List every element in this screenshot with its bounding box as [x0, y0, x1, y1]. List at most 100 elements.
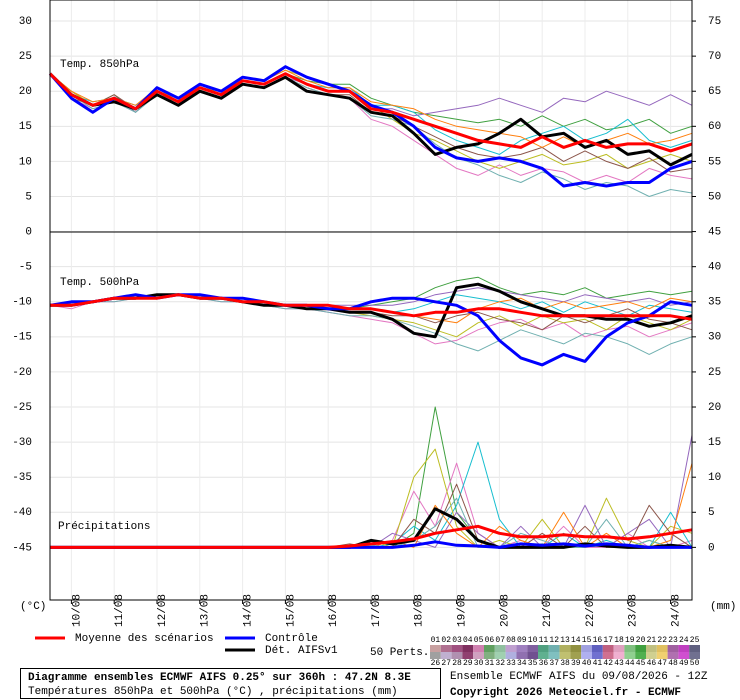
panel-label: Précipitations	[58, 521, 150, 533]
legend-label: 34	[517, 659, 527, 668]
y-tick-label: 25	[19, 51, 32, 63]
y2-tick-label: 65	[708, 86, 721, 98]
legend-swatch	[581, 645, 592, 652]
legend-label: 11	[539, 636, 549, 645]
legend-label: 14	[571, 636, 581, 645]
legend-label: 33	[506, 659, 516, 668]
legend-swatch	[656, 645, 668, 652]
legend-swatch	[602, 652, 614, 659]
legend-swatch	[462, 645, 474, 652]
x-tick-label: 24/08	[671, 594, 683, 627]
y2-tick-label: 10	[708, 472, 721, 484]
legend-swatch	[484, 645, 495, 652]
legend-label: 03	[452, 636, 462, 645]
y2-tick-label: 5	[708, 507, 715, 519]
legend-label: 42	[603, 659, 613, 668]
legend-swatch	[678, 645, 690, 652]
x-tick-label: 13/08	[200, 594, 212, 627]
x-tick-label: 16/08	[328, 594, 340, 627]
legend-swatch	[646, 645, 657, 652]
legend-swatch	[440, 652, 452, 659]
legend-swatch	[667, 645, 679, 652]
legend-swatch	[559, 645, 571, 652]
y-tick-label: 20	[19, 86, 32, 98]
legend-swatch	[646, 652, 657, 659]
y2-tick-label: 70	[708, 51, 721, 63]
y-axis-label: (°C)	[20, 601, 46, 613]
y2-axis-label: (mm)	[710, 601, 736, 613]
legend-label: 16	[593, 636, 603, 645]
legend-label: 12	[549, 636, 559, 645]
legend-swatch	[581, 652, 592, 659]
chart-subtitle: Températures 850hPa et 500hPa (°C) , pré…	[28, 686, 398, 698]
legend-label: 08	[506, 636, 516, 645]
y-tick-label: -20	[12, 367, 32, 379]
legend-swatch	[451, 652, 463, 659]
y-tick-label: 10	[19, 156, 32, 168]
y-tick-label: -30	[12, 437, 32, 449]
legend-swatch	[602, 645, 614, 652]
legend-swatch	[635, 645, 646, 652]
legend-swatch	[538, 652, 549, 659]
legend-label: 31	[485, 659, 495, 668]
legend-swatch	[624, 645, 636, 652]
legend-swatch	[462, 652, 474, 659]
legend-label: 43	[614, 659, 624, 668]
y2-tick-label: 60	[708, 121, 721, 133]
series-t850	[48, 65, 693, 188]
legend-label: 21	[647, 636, 657, 645]
legend-swatch	[570, 645, 582, 652]
legend-label: 13	[560, 636, 570, 645]
y2-tick-label: 30	[708, 332, 721, 344]
lines	[48, 65, 693, 549]
legend-label: 27	[441, 659, 451, 668]
legend-swatch	[548, 645, 560, 652]
y-tick-label: -15	[12, 332, 32, 344]
legend-swatch	[494, 652, 506, 659]
legend-swatch	[505, 652, 517, 659]
legend-label: 29	[463, 659, 473, 668]
x-tick-label: 20/08	[499, 594, 511, 627]
x-tick-label: 23/08	[628, 594, 640, 627]
y2-tick-label: 20	[708, 402, 721, 414]
legend-label: 02	[441, 636, 451, 645]
legend-label: 19	[625, 636, 635, 645]
title-box	[20, 668, 441, 699]
x-tick-label: 22/08	[585, 594, 597, 627]
legend-label: 30	[474, 659, 484, 668]
legend-label: 06	[485, 636, 495, 645]
legend-swatch	[538, 645, 549, 652]
series-precip	[50, 524, 693, 549]
legend-swatch	[667, 652, 679, 659]
legend-label: 41	[593, 659, 603, 668]
legend-label: 37	[549, 659, 559, 668]
legend-label: 45	[636, 659, 646, 668]
legend-swatch	[613, 652, 625, 659]
legend-swatch	[689, 652, 700, 659]
legend-label: 26	[431, 659, 441, 668]
legend-label: Moyenne des scénarios	[75, 633, 214, 645]
x-tick-label: 15/08	[285, 594, 297, 627]
legend-label: 20	[636, 636, 646, 645]
legend-label: 28	[452, 659, 462, 668]
y2-tick-label: 55	[708, 156, 721, 168]
y-tick-label: -35	[12, 472, 32, 484]
panel-label: Temp. 850hPa	[60, 59, 140, 71]
legend-label: 38	[560, 659, 570, 668]
y2-tick-label: 0	[708, 542, 715, 554]
y2-tick-label: 45	[708, 226, 721, 238]
legend-label: 04	[463, 636, 473, 645]
legend-label: 05	[474, 636, 484, 645]
x-tick-label: 18/08	[414, 594, 426, 627]
y-tick-label: -45	[12, 542, 32, 554]
legend-swatch	[473, 645, 484, 652]
legend-label: 46	[647, 659, 657, 668]
legend-swatch	[451, 645, 463, 652]
legend-swatch	[656, 652, 668, 659]
x-tick-label: 12/08	[157, 594, 169, 627]
legend-label: 17	[603, 636, 613, 645]
x-tick-label: 10/08	[71, 594, 83, 627]
legend-label: 32	[495, 659, 505, 668]
series-t500	[50, 293, 693, 321]
legend-swatch	[516, 645, 528, 652]
